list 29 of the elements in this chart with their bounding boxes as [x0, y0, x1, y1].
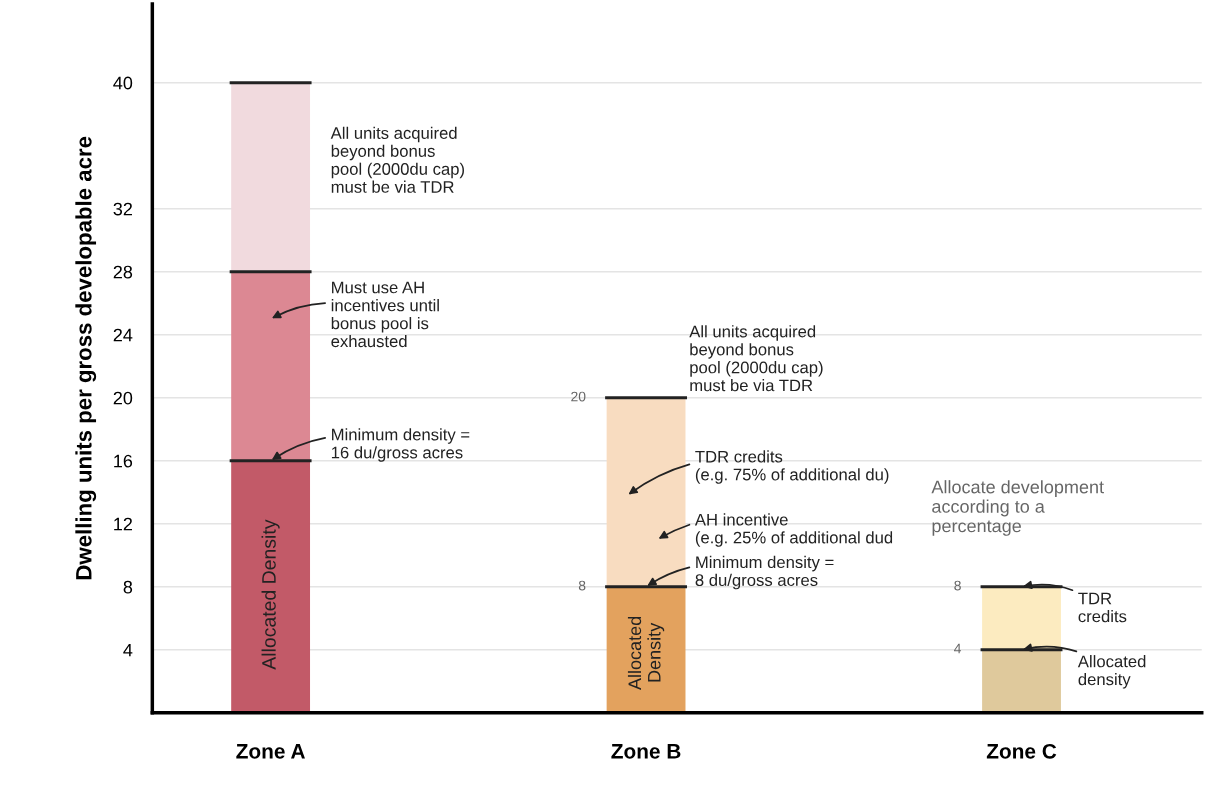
annotation: All units acquired beyond bonus pool (2000du cap) must be via TDR: [689, 325, 823, 392]
annotation: Allocate development according to a percentage: [931, 480, 1104, 536]
annotation: 4: [954, 643, 962, 654]
annotation: 20: [571, 391, 586, 402]
annotation: 8: [578, 580, 586, 591]
annotation: TDR credits: [1078, 592, 1127, 623]
annotation: TDR credits (e.g. 75% of additional du): [695, 450, 889, 484]
y-tick-label: 20: [113, 391, 133, 405]
y-tick-label: 24: [113, 328, 133, 342]
annotation: Allocated Density: [261, 519, 280, 670]
y-tick-label: 40: [113, 76, 133, 90]
y-tick-label: 12: [114, 517, 132, 531]
y-tick-label: 32: [113, 202, 132, 216]
y-tick-label: 16: [114, 454, 133, 468]
x-tick-label: Zone C: [986, 743, 1057, 759]
annotation: Allocated density: [1077, 655, 1146, 689]
y-tick-label: 4: [123, 643, 133, 657]
y-tick-label: 8: [123, 580, 133, 594]
annotation: 8: [954, 580, 961, 591]
x-tick-label: Zone B: [611, 744, 681, 759]
annotation: Minimum density = 8 du/gross acres: [695, 555, 834, 590]
annotation: Must use AH incentives until bonus pool is exhausted: [331, 281, 439, 348]
y-tick-label: 28: [113, 265, 133, 279]
annotation: AH incentive (e.g. 25% of additional dud: [694, 513, 893, 547]
annotation: Allocated Density: [627, 616, 665, 691]
y-axis-title: Dwelling units per gross developable acre: [75, 136, 97, 580]
annotation: All units acquired beyond bonus pool (2000du cap) must be via TDR: [330, 126, 464, 193]
x-tick-label: Zone A: [236, 744, 305, 759]
annotation: Minimum density = 16 du/gross acres: [331, 428, 470, 462]
